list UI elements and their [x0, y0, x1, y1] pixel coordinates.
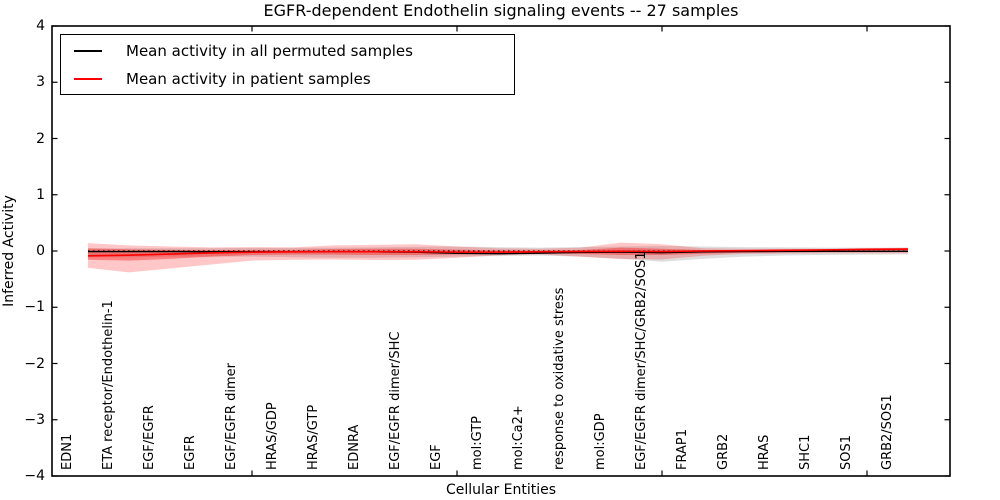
- legend-entry-permuted: Mean activity in all permuted samples: [61, 37, 514, 65]
- legend-line-permuted-swatch: [74, 49, 102, 52]
- y-tick-label: −2: [24, 355, 45, 372]
- x-category-label: SHC1: [798, 434, 813, 470]
- x-axis-label: Cellular Entities: [445, 482, 557, 498]
- x-category-label: EDN1: [60, 433, 75, 470]
- x-category-label: HRAS: [757, 434, 772, 470]
- x-category-label: HRAS/GTP: [306, 404, 321, 470]
- x-category-label: EGF: [429, 444, 444, 470]
- legend-label-patient: Mean activity in patient samples: [126, 69, 371, 88]
- y-tick-label: 3: [36, 74, 45, 91]
- x-category-label: FRAP1: [675, 429, 690, 470]
- x-category-label: EDNRA: [347, 424, 362, 470]
- x-category-label: EGF/EGFR dimer/SHC/GRB2/SOS1: [634, 251, 649, 471]
- x-category-label: response to oxidative stress: [552, 287, 567, 470]
- x-category-label: GRB2/SOS1: [880, 394, 895, 470]
- x-category-label: EGF/EGFR: [142, 405, 157, 470]
- y-tick-label: −1: [24, 299, 45, 316]
- y-tick-label: 2: [36, 130, 45, 147]
- y-tick-label: −4: [24, 468, 45, 484]
- chart-title: EGFR-dependent Endothelin signaling even…: [263, 1, 739, 20]
- x-category-label: ETA receptor/Endothelin-1: [101, 300, 116, 470]
- band-patient-range: [88, 242, 908, 273]
- y-tick-label: 1: [36, 186, 45, 203]
- y-tick-label: 0: [36, 243, 45, 259]
- x-category-label: EGF/EGFR dimer: [224, 363, 239, 470]
- legend-line-patient-swatch: [74, 77, 102, 80]
- series-line-patient: [87, 248, 909, 257]
- x-category-label: mol:Ca2+: [511, 405, 526, 470]
- x-category-label: SOS1: [839, 434, 854, 470]
- x-category-label: HRAS/GDP: [265, 402, 280, 470]
- y-tick-label: 4: [36, 18, 45, 34]
- x-category-label: EGFR: [183, 435, 198, 470]
- x-category-label: mol:GDP: [593, 413, 608, 470]
- y-tick-label: −3: [24, 411, 45, 428]
- legend-box: Mean activity in all permuted samples Me…: [60, 34, 515, 95]
- x-category-label: mol:GTP: [470, 416, 485, 470]
- series-line-permuted: [88, 250, 908, 255]
- legend-label-permuted: Mean activity in all permuted samples: [126, 41, 413, 60]
- legend-entry-patient: Mean activity in patient samples: [61, 65, 514, 93]
- x-category-label: EGF/EGFR dimer/SHC: [388, 331, 403, 470]
- x-category-label: GRB2: [716, 433, 731, 470]
